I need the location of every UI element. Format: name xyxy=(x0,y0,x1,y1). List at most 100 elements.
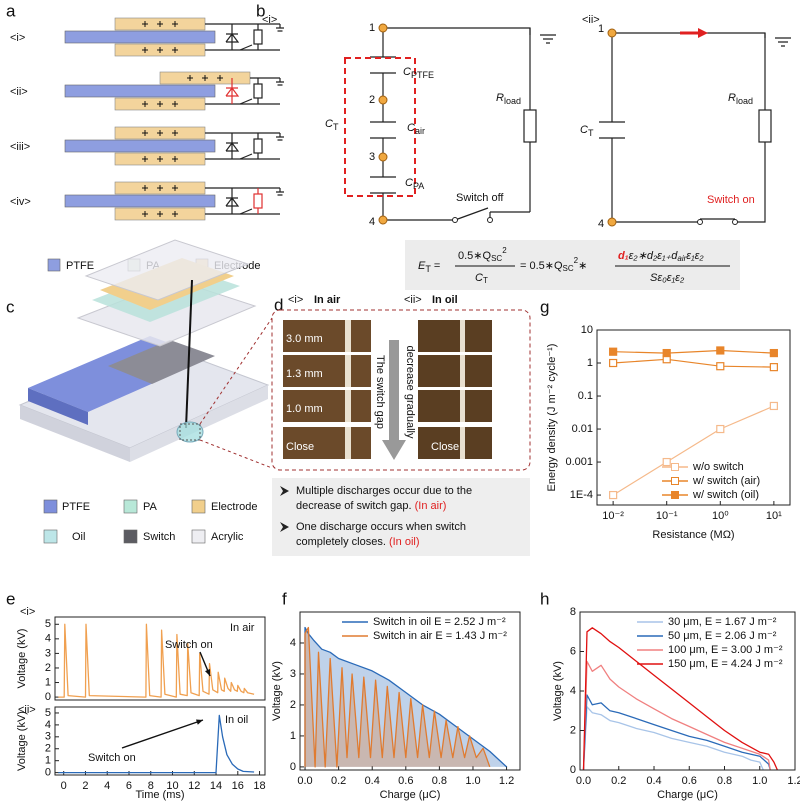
row-tag: <i> xyxy=(10,32,25,44)
y-tick-label: 2 xyxy=(290,699,296,711)
photo xyxy=(418,427,492,459)
panel-a xyxy=(64,17,284,221)
legend-label: w/ switch (oil) xyxy=(692,489,759,501)
marker xyxy=(662,348,671,358)
charge xyxy=(217,75,223,81)
y-tick-label: 4 xyxy=(290,637,296,649)
photo-electrode xyxy=(345,390,351,422)
photo xyxy=(283,427,371,459)
switch xyxy=(239,44,253,51)
x-axis-label: Time (ms) xyxy=(135,789,184,801)
node-label: 4 xyxy=(369,216,375,228)
marker xyxy=(716,362,725,371)
ptfe xyxy=(64,194,216,208)
x-tick-label: 0.8 xyxy=(432,775,447,787)
switch-contact xyxy=(487,217,493,223)
formula-part: 0.5∗QSC2 xyxy=(458,246,507,263)
legend-label: Switch in air E = 1.43 J m⁻² xyxy=(373,630,507,642)
charge xyxy=(157,211,163,217)
bullet xyxy=(280,486,289,496)
panel-label: h xyxy=(540,589,549,608)
resistor xyxy=(758,109,772,143)
panel-label: f xyxy=(282,589,287,608)
charge xyxy=(172,21,178,27)
resistor xyxy=(253,83,263,99)
y-tick-label: 2 xyxy=(570,724,576,736)
photo xyxy=(418,390,492,422)
formula-part: SC xyxy=(491,254,502,263)
note-line: One discharge occurs when switch xyxy=(296,521,466,533)
series-line xyxy=(58,714,255,774)
charge xyxy=(172,156,178,162)
switch xyxy=(239,98,253,105)
x-tick-label: 12 xyxy=(188,780,200,792)
legend-swatch xyxy=(47,258,61,272)
formula-part: ∗ xyxy=(578,260,587,272)
marker xyxy=(769,401,778,411)
legend-swatch xyxy=(191,529,206,544)
charge xyxy=(157,21,163,27)
formula-part: CT xyxy=(475,272,488,285)
formula: ET = 0.5∗QSC2 CT = 0.5∗QSC2∗ d₁ε₂∗d₂ε₁₊da… xyxy=(418,246,730,285)
ground xyxy=(276,78,284,86)
marker xyxy=(609,490,618,500)
acrylic-edge xyxy=(20,405,130,462)
panel-label: c xyxy=(6,297,15,316)
y-axis-label: Energy density (J m⁻² cycle⁻¹) xyxy=(546,344,558,492)
charge xyxy=(157,156,163,162)
formula-part: air xyxy=(677,254,686,263)
note-tag: (In oil) xyxy=(389,536,420,548)
gap-label: 3.0 mm xyxy=(286,333,323,345)
diode xyxy=(225,24,240,50)
node-label: 2 xyxy=(369,94,375,106)
charge xyxy=(202,75,208,81)
formula-part: ET = xyxy=(418,260,440,274)
gap-label: Close xyxy=(286,441,314,453)
photo xyxy=(418,320,492,352)
bullet xyxy=(280,522,289,532)
photo-electrode xyxy=(345,427,351,459)
formula-part: Sε₀ε₁ε₂ xyxy=(650,272,685,284)
legend-swatch xyxy=(123,529,138,544)
diode xyxy=(225,188,240,214)
series-line xyxy=(582,660,771,771)
charge xyxy=(172,185,178,191)
charge xyxy=(142,130,148,136)
legend-label: PA xyxy=(143,501,158,513)
note-line: decrease of switch gap. (In air) xyxy=(296,500,446,512)
annotation: In air xyxy=(230,622,255,634)
y-tick-label: 3 xyxy=(45,731,51,743)
annotation-arrow xyxy=(121,719,204,749)
x-tick-label: 0 xyxy=(61,780,67,792)
series-line xyxy=(582,627,778,771)
panel-label: b xyxy=(256,1,265,20)
y-tick-label: 6 xyxy=(570,645,576,657)
panel-label: a xyxy=(6,1,16,20)
marker xyxy=(609,347,618,356)
photo-electrode xyxy=(460,390,465,422)
formula-part: ε₁ε₂ xyxy=(686,250,704,262)
charge xyxy=(142,185,148,191)
formula-part: E xyxy=(418,260,426,272)
photo xyxy=(283,390,371,422)
formula-part: = 0.5∗QSC2∗ xyxy=(520,256,587,273)
x-tick-label: 1.2 xyxy=(787,775,800,787)
ground xyxy=(764,33,791,47)
panel-label: d xyxy=(274,295,283,314)
switch-wire xyxy=(185,279,193,429)
formula-part: 2 xyxy=(574,256,579,265)
component-label: Rload xyxy=(496,92,521,106)
y-tick-label: 3 xyxy=(290,668,296,680)
switch xyxy=(239,153,253,160)
row-tag: <iii> xyxy=(10,141,30,153)
annotation-arrow-head xyxy=(196,719,203,725)
note-line: completely closes. xyxy=(296,536,386,548)
subscript: T xyxy=(588,128,594,138)
wire xyxy=(205,132,280,160)
photo-electrode xyxy=(345,355,351,387)
acrylic-edge xyxy=(130,385,268,462)
plot-frame xyxy=(596,329,791,506)
gap-label: 1.0 mm xyxy=(286,403,323,415)
photo-electrode xyxy=(460,355,465,387)
x-tick-label: 1.2 xyxy=(499,775,514,787)
